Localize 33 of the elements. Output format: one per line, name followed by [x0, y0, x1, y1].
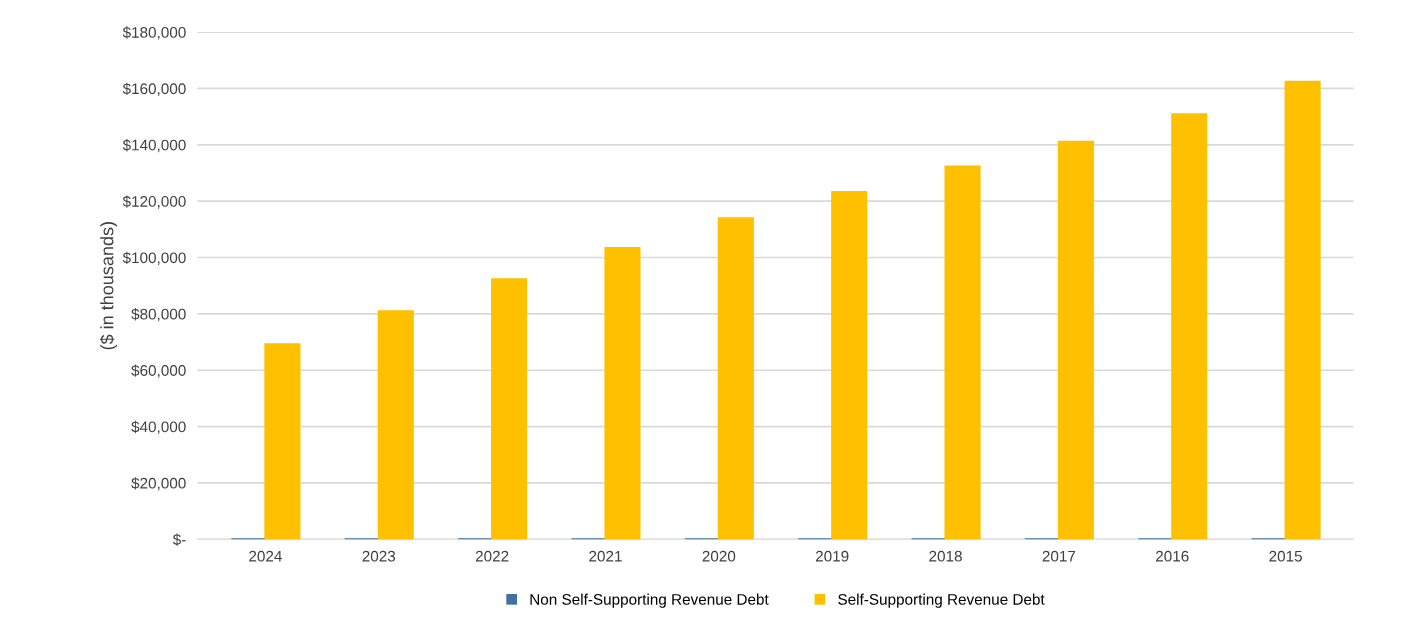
y-tick-label: $40,000 [131, 420, 186, 435]
bar [491, 278, 528, 540]
y-tick-label: $140,000 [122, 139, 186, 153]
x-tick-label: 2020 [702, 550, 736, 562]
bar [1171, 113, 1208, 540]
legend-label: Self-Supporting Revenue Debt [838, 593, 1045, 608]
x-tick-label: 2016 [1156, 550, 1189, 562]
bar [831, 191, 868, 540]
x-tick-label: 2021 [589, 550, 622, 562]
bar [1284, 80, 1321, 540]
bar [717, 217, 754, 540]
y-tick-label: $180,000 [122, 26, 186, 40]
x-tick-label: 2023 [362, 550, 396, 562]
legend-label: Non Self-Supporting Revenue Debt [530, 593, 769, 608]
y-tick-label: $100,000 [122, 251, 186, 265]
x-tick-label: 2022 [475, 550, 509, 562]
y-tick-label: $- [172, 533, 186, 546]
bar [1057, 140, 1094, 540]
x-tick-label: 2024 [249, 550, 282, 562]
bar [264, 343, 301, 540]
y-tick-label: $160,000 [122, 82, 186, 96]
y-tick-label: $80,000 [131, 308, 186, 322]
x-tick-label: 2018 [929, 550, 962, 562]
y-tick-label: $120,000 [122, 195, 186, 209]
bar [604, 246, 641, 540]
y-tick-label: $20,000 [131, 477, 186, 491]
y-tick-label: $60,000 [131, 364, 186, 378]
x-tick-label: 2015 [1269, 550, 1302, 562]
bar [377, 310, 414, 540]
bar [944, 165, 981, 540]
x-tick-label: 2017 [1042, 550, 1076, 562]
y-axis-title: ($ in thousands) [99, 222, 118, 350]
x-tick-label: 2019 [815, 550, 849, 562]
